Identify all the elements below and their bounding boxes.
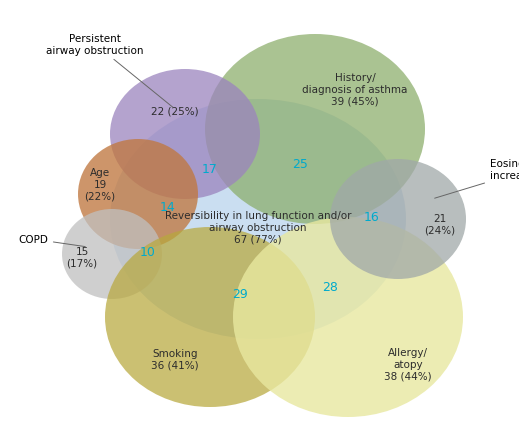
Ellipse shape <box>110 70 260 200</box>
Text: Eosinophilia/
increased FeNO: Eosinophilia/ increased FeNO <box>434 159 519 199</box>
Text: 16: 16 <box>364 211 380 224</box>
Ellipse shape <box>330 159 466 279</box>
Text: 14: 14 <box>160 201 176 214</box>
Text: 28: 28 <box>322 281 338 294</box>
Ellipse shape <box>105 227 315 407</box>
Text: 21
(24%): 21 (24%) <box>425 214 456 235</box>
Text: Reversibility in lung function and/or
airway obstruction
67 (77%): Reversibility in lung function and/or ai… <box>165 211 351 244</box>
Text: 10: 10 <box>140 246 156 259</box>
Text: 25: 25 <box>292 158 308 171</box>
Text: Smoking
36 (41%): Smoking 36 (41%) <box>151 348 199 370</box>
Text: Age
19
(22%): Age 19 (22%) <box>85 168 116 201</box>
Ellipse shape <box>110 100 406 339</box>
Ellipse shape <box>78 140 198 249</box>
Text: Persistent
airway obstruction: Persistent airway obstruction <box>46 34 173 108</box>
Text: COPD: COPD <box>18 234 85 247</box>
Text: 22 (25%): 22 (25%) <box>151 107 199 117</box>
Ellipse shape <box>233 218 463 417</box>
Text: History/
diagnosis of asthma
39 (45%): History/ diagnosis of asthma 39 (45%) <box>302 73 408 106</box>
Text: 17: 17 <box>202 163 218 176</box>
Text: Allergy/
atopy
38 (44%): Allergy/ atopy 38 (44%) <box>384 348 432 381</box>
Ellipse shape <box>205 35 425 225</box>
Text: 29: 29 <box>232 288 248 301</box>
Text: 15
(17%): 15 (17%) <box>66 247 98 268</box>
Ellipse shape <box>62 209 162 299</box>
